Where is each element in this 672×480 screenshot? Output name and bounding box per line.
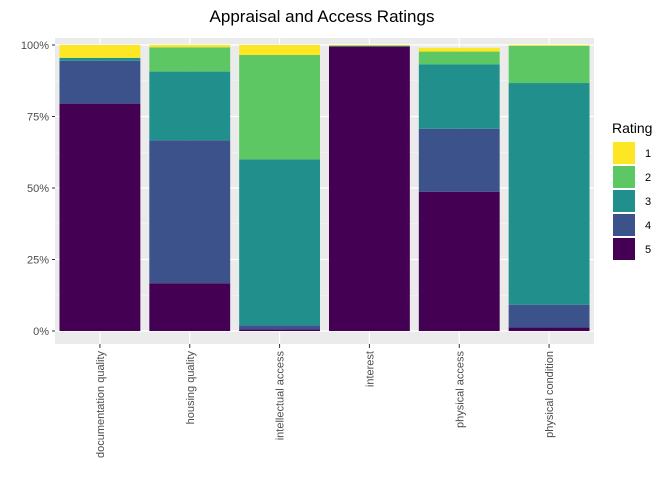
bar-segment-intellectual-access-rating-3 — [239, 159, 321, 326]
legend-key-4 — [613, 214, 635, 236]
x-tick-label: documentation quality — [95, 351, 107, 459]
y-tick-label: 50% — [27, 183, 49, 195]
x-axis: documentation quality housing quality inte… — [95, 344, 556, 458]
x-tick-label: interest — [364, 351, 376, 387]
bar-segment-housing-quality-rating-2 — [149, 47, 231, 72]
bar-segment-physical-access-rating-3 — [418, 64, 500, 129]
legend: Rating 1 2 3 4 5 — [612, 120, 652, 260]
bar-segment-intellectual-access-rating-1 — [239, 45, 321, 56]
x-tick-label: physical access — [454, 351, 466, 429]
bar-segment-documentation-quality-rating-3 — [59, 57, 141, 61]
bar-segment-physical-condition-rating-2 — [508, 45, 590, 84]
legend-key-1 — [613, 142, 635, 164]
bar-segment-physical-access-rating-1 — [418, 47, 500, 52]
legend-key-5 — [613, 238, 635, 260]
x-tick-label: housing quality — [185, 351, 197, 425]
bar-segment-housing-quality-rating-4 — [149, 140, 231, 284]
bar-segment-physical-condition-rating-1 — [508, 45, 590, 46]
y-tick-label: 100% — [21, 40, 49, 52]
bar-segment-documentation-quality-rating-5 — [59, 103, 141, 331]
chart-title: Appraisal and Access Ratings — [210, 7, 435, 26]
legend-label: 4 — [645, 220, 651, 232]
legend-label: 2 — [645, 172, 651, 184]
legend-label: 3 — [645, 196, 651, 208]
bar-segment-housing-quality-rating-1 — [149, 45, 231, 48]
plot-panel — [55, 38, 594, 344]
x-tick-label: intellectual access — [275, 351, 287, 441]
bar-segment-intellectual-access-rating-2 — [239, 55, 321, 160]
y-tick-label: 75% — [27, 112, 49, 124]
bar-segment-physical-condition-rating-3 — [508, 83, 590, 305]
legend-title: Rating — [612, 120, 652, 136]
legend-key-2 — [613, 166, 635, 188]
bar-segment-physical-condition-rating-5 — [508, 327, 590, 331]
y-tick-label: 25% — [27, 255, 49, 267]
bar-segment-physical-access-rating-5 — [418, 191, 500, 331]
bar-segment-intellectual-access-rating-4 — [239, 325, 321, 330]
bar-segment-housing-quality-rating-5 — [149, 283, 231, 331]
bar-segment-interest-rating-5 — [328, 46, 410, 332]
bar-segment-physical-condition-rating-4 — [508, 304, 590, 328]
bar-segment-physical-access-rating-2 — [418, 51, 500, 65]
legend-label: 1 — [645, 148, 651, 160]
bar-segment-documentation-quality-rating-4 — [59, 60, 141, 104]
y-axis: 0% 25% 50% 75% 100% — [21, 40, 55, 338]
legend-label: 5 — [645, 244, 651, 256]
x-tick-label: physical condition — [544, 351, 556, 438]
bar-segment-interest-rating-1 — [328, 45, 410, 46]
bar-segment-housing-quality-rating-3 — [149, 71, 231, 141]
bar-segment-documentation-quality-rating-1 — [59, 45, 141, 58]
bar-segment-intellectual-access-rating-5 — [239, 329, 321, 331]
bar-segment-physical-access-rating-4 — [418, 128, 500, 192]
bars — [59, 45, 590, 332]
legend-key-3 — [613, 190, 635, 212]
bar-segment-interest-rating-2 — [328, 45, 410, 47]
y-tick-label: 0% — [33, 326, 49, 338]
